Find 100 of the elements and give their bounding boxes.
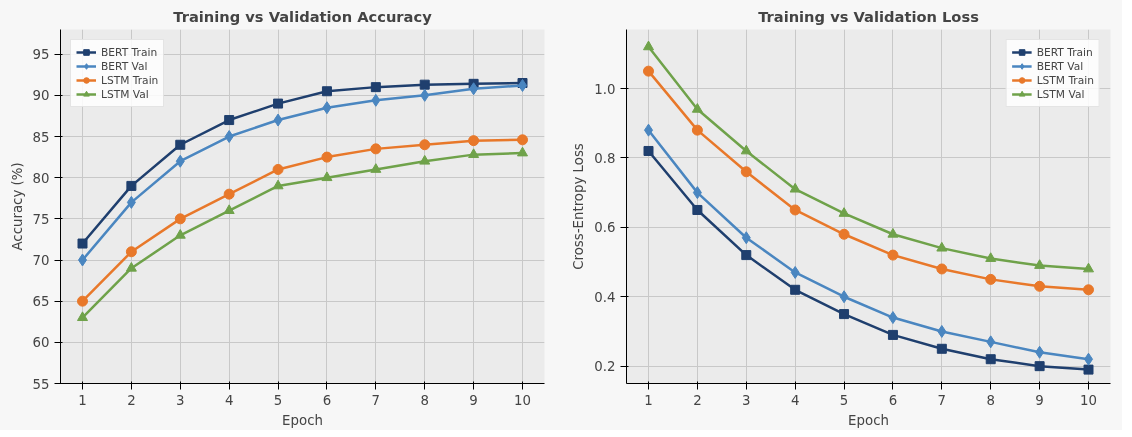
x-tick-label: 7 <box>371 392 381 408</box>
point <box>741 231 751 245</box>
point <box>517 146 528 157</box>
point <box>1083 262 1094 273</box>
point <box>273 98 284 109</box>
point <box>370 163 382 173</box>
y-tick-label: 0.2 <box>594 359 616 375</box>
point <box>1083 284 1094 296</box>
y-tick-label: 55 <box>32 376 50 392</box>
y-tick-label: 0.4 <box>594 289 616 305</box>
x-tick-label: 4 <box>224 392 234 408</box>
point <box>986 335 996 349</box>
x-tick-label: 4 <box>790 392 800 408</box>
point <box>692 204 703 215</box>
x-tick-label: 10 <box>1080 392 1097 408</box>
point <box>517 134 528 146</box>
y-tick-label: 70 <box>32 253 50 269</box>
x-tick-label: 9 <box>1035 392 1044 408</box>
point <box>887 227 899 238</box>
x-tick-label: 5 <box>273 392 283 408</box>
y-tick-label: 75 <box>32 211 50 227</box>
point <box>740 144 752 155</box>
point <box>790 265 800 279</box>
point <box>985 273 997 285</box>
point <box>126 180 137 191</box>
legend-label: LSTM Train <box>101 73 159 87</box>
point <box>1034 259 1046 269</box>
y-tick-label: 80 <box>32 170 50 186</box>
point <box>224 115 235 126</box>
y-tick-label: 0.8 <box>594 150 616 166</box>
point <box>272 179 284 190</box>
y-axis-title: Accuracy (%) <box>9 162 25 251</box>
x-tick-label: 1 <box>78 392 87 408</box>
point <box>419 154 431 165</box>
point <box>468 148 480 159</box>
legend-label: BERT Val <box>1036 59 1084 73</box>
point <box>125 261 137 272</box>
x-axis-title: Epoch <box>282 412 323 428</box>
legend-label: LSTM Train <box>1036 73 1094 87</box>
point <box>272 163 284 175</box>
y-tick-label: 90 <box>32 88 50 104</box>
y-tick-label: 65 <box>32 294 50 310</box>
point <box>273 113 283 127</box>
point <box>985 354 996 365</box>
point <box>887 329 898 340</box>
chart-title: Training vs Validation Loss <box>758 7 980 25</box>
point <box>469 82 479 96</box>
point <box>1083 364 1094 375</box>
y-tick-label: 0.6 <box>594 220 616 236</box>
point <box>321 151 333 163</box>
point <box>125 246 137 258</box>
point <box>468 135 480 147</box>
x-tick-label: 10 <box>514 392 531 408</box>
x-tick-label: 9 <box>469 392 478 408</box>
x-axis-title: Epoch <box>848 412 889 428</box>
x-tick-label: 3 <box>742 392 751 408</box>
point <box>839 290 849 304</box>
point <box>175 154 185 168</box>
point <box>175 139 186 150</box>
point <box>419 139 431 151</box>
point <box>838 207 850 217</box>
point <box>789 204 801 216</box>
point <box>838 228 850 240</box>
point <box>691 103 703 113</box>
point <box>77 295 88 307</box>
point <box>370 143 382 155</box>
point <box>370 82 381 93</box>
point <box>223 188 235 200</box>
point <box>740 166 752 178</box>
legend-label: BERT Train <box>1036 45 1093 59</box>
legend-label: BERT Train <box>101 45 158 59</box>
point <box>936 263 948 275</box>
point <box>936 343 947 354</box>
point <box>937 324 947 338</box>
legend-label: LSTM Val <box>101 87 149 101</box>
point <box>691 124 703 136</box>
point <box>1034 280 1046 292</box>
point <box>643 40 654 51</box>
point <box>321 86 332 97</box>
x-tick-label: 2 <box>127 392 136 408</box>
point <box>936 241 948 252</box>
x-tick-label: 5 <box>839 392 849 408</box>
point <box>322 101 332 115</box>
x-tick-label: 7 <box>937 392 947 408</box>
point <box>1034 361 1045 372</box>
y-tick-label: 85 <box>32 129 50 145</box>
x-tick-label: 1 <box>644 392 653 408</box>
legend-label: LSTM Val <box>1036 87 1085 101</box>
y-tick-label: 95 <box>32 47 50 63</box>
point <box>420 88 430 102</box>
x-tick-label: 8 <box>420 392 429 408</box>
point <box>887 249 899 261</box>
y-tick-label: 60 <box>32 335 50 351</box>
point <box>789 182 801 193</box>
x-tick-label: 6 <box>322 392 332 408</box>
point <box>174 213 186 225</box>
point <box>126 195 136 209</box>
point <box>321 171 333 182</box>
point <box>790 284 801 295</box>
x-tick-label: 6 <box>888 392 898 408</box>
